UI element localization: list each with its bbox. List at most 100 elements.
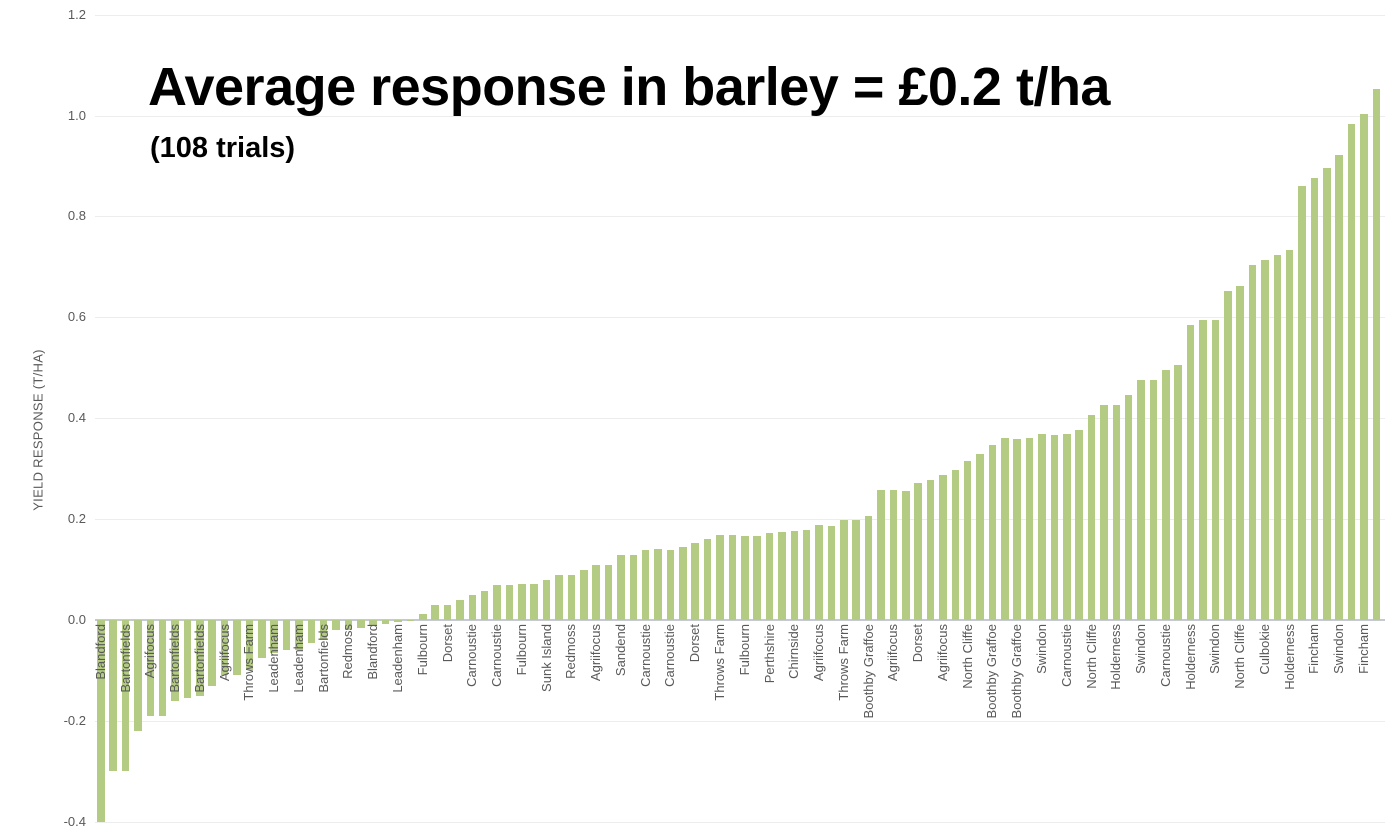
x-category-label: Fulbourn bbox=[513, 624, 529, 676]
x-category-label: Dorset bbox=[439, 624, 455, 663]
bar bbox=[629, 554, 638, 620]
x-category-label: Blandford bbox=[365, 624, 381, 680]
bar bbox=[1248, 265, 1257, 620]
bar bbox=[604, 564, 613, 620]
x-category-label: Agriifocus bbox=[885, 624, 901, 682]
x-category-label: Bartonfields bbox=[167, 624, 183, 693]
x-category-label: Agriifocus bbox=[588, 624, 604, 682]
x-category-label: Carnoustie bbox=[489, 624, 505, 687]
bar bbox=[1310, 177, 1319, 620]
bar bbox=[381, 620, 390, 625]
bar bbox=[914, 483, 922, 620]
bar bbox=[889, 490, 898, 620]
bar bbox=[728, 535, 737, 620]
bar bbox=[1124, 394, 1133, 620]
bar bbox=[765, 533, 774, 620]
chart-title: Average response in barley = £0.2 t/ha bbox=[148, 57, 1110, 117]
bar bbox=[282, 620, 291, 651]
bar bbox=[220, 620, 229, 676]
x-category-label: Swindon bbox=[1133, 624, 1149, 674]
bar bbox=[1186, 325, 1195, 620]
bar bbox=[134, 620, 142, 731]
bar bbox=[1236, 285, 1244, 620]
bar bbox=[369, 620, 377, 626]
y-tick-label: 0.4 bbox=[67, 410, 86, 426]
y-tick-label: 1.2 bbox=[67, 6, 86, 22]
x-category-label: Fincham bbox=[1306, 624, 1322, 674]
x-category-label: Dorset bbox=[687, 624, 703, 663]
y-tick-label: 0.0 bbox=[67, 612, 86, 627]
bar bbox=[518, 584, 526, 620]
bar bbox=[344, 620, 353, 631]
x-category-label: Holderness bbox=[1108, 624, 1124, 690]
bar bbox=[270, 620, 278, 653]
bar bbox=[443, 604, 452, 620]
bar bbox=[1199, 320, 1207, 620]
bar bbox=[1013, 439, 1021, 620]
bar bbox=[1137, 380, 1145, 620]
bar bbox=[1149, 380, 1158, 620]
x-category-label: Sunk Island bbox=[538, 624, 554, 692]
bar bbox=[158, 620, 167, 716]
bar bbox=[109, 620, 117, 772]
bar bbox=[1273, 255, 1282, 620]
bar bbox=[641, 549, 650, 620]
x-category-label: Carnoustie bbox=[637, 624, 653, 687]
y-axis-title: YIELD RESPONSE (T/HA) bbox=[30, 349, 46, 511]
bar bbox=[827, 525, 836, 620]
bar bbox=[542, 580, 551, 620]
bar bbox=[592, 564, 600, 620]
gridline bbox=[95, 14, 1385, 16]
bar bbox=[493, 585, 501, 620]
y-tick-label: -0.2 bbox=[63, 712, 86, 728]
bar bbox=[790, 531, 799, 620]
bar bbox=[97, 620, 105, 822]
gridline bbox=[95, 317, 1385, 319]
gridline bbox=[95, 115, 1385, 117]
gridline bbox=[95, 216, 1385, 218]
bar bbox=[1050, 434, 1059, 620]
bar bbox=[703, 539, 712, 620]
bar bbox=[1335, 155, 1343, 620]
x-category-label: Throws Farm bbox=[835, 624, 851, 701]
bar bbox=[456, 599, 464, 620]
bar bbox=[394, 620, 402, 623]
bar bbox=[926, 479, 935, 620]
bar bbox=[505, 585, 514, 620]
bar bbox=[1075, 429, 1083, 620]
x-category-label: Carnoustie bbox=[1058, 624, 1074, 687]
x-category-label: Fulbourn bbox=[414, 624, 430, 676]
x-axis-line bbox=[95, 619, 1385, 621]
y-tick-label: -0.4 bbox=[63, 813, 86, 829]
bar bbox=[319, 620, 328, 641]
bar bbox=[1347, 124, 1356, 620]
bar bbox=[976, 453, 984, 620]
x-category-label: Leadenham bbox=[389, 624, 405, 693]
x-category-label: Boothby Graffoe bbox=[984, 624, 1000, 719]
bar bbox=[233, 620, 241, 676]
x-category-label: Culbokie bbox=[1256, 624, 1272, 675]
bar bbox=[951, 470, 960, 620]
x-category-label: Holderness bbox=[1281, 624, 1297, 690]
chart-subtitle: (108 trials) bbox=[150, 132, 296, 164]
y-tick-label: 0.8 bbox=[67, 208, 86, 224]
bar bbox=[146, 620, 155, 716]
x-category-label: Redmoss bbox=[563, 624, 579, 679]
x-category-label: Carnoustie bbox=[464, 624, 480, 687]
bar bbox=[1174, 365, 1182, 620]
x-category-label: Leadenham bbox=[290, 624, 306, 693]
bar bbox=[332, 620, 340, 631]
bar bbox=[419, 613, 427, 620]
x-category-label: Sandend bbox=[612, 624, 628, 677]
x-category-label: Agriifocus bbox=[811, 624, 827, 682]
bar bbox=[1372, 88, 1381, 620]
bar bbox=[208, 620, 216, 686]
y-tick-label: 0.2 bbox=[67, 511, 86, 527]
x-category-label: Bartonfields bbox=[117, 624, 133, 693]
bar bbox=[258, 620, 266, 658]
x-category-label: Swindon bbox=[1331, 624, 1347, 674]
bar bbox=[815, 525, 823, 620]
bar bbox=[580, 569, 588, 620]
y-tick-label: 0.6 bbox=[67, 309, 86, 325]
x-category-label: Boothby Graffoe bbox=[1009, 624, 1025, 719]
